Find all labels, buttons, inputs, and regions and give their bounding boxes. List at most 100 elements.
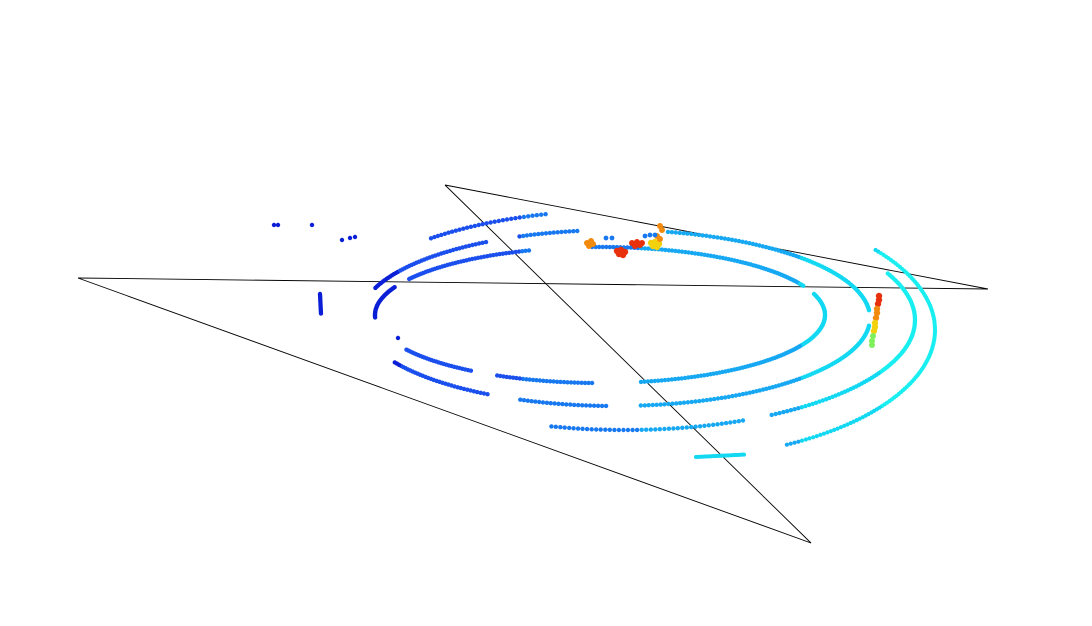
scan-point xyxy=(612,427,617,433)
object-point xyxy=(609,235,615,241)
scan-point xyxy=(757,243,762,248)
scan-point xyxy=(604,244,609,250)
scan-point xyxy=(769,412,774,418)
scan-point xyxy=(435,233,440,239)
ring-4 xyxy=(784,247,938,447)
scan-point xyxy=(589,427,594,432)
scan-point xyxy=(736,238,742,244)
scan-point xyxy=(352,234,358,240)
scan-point xyxy=(845,422,850,427)
scan-point xyxy=(475,389,480,395)
object-point xyxy=(632,243,638,249)
scan-point xyxy=(513,249,518,255)
scan-point xyxy=(666,377,671,382)
pole-red xyxy=(874,292,883,308)
scan-point xyxy=(677,230,682,236)
scan-point xyxy=(646,403,651,408)
scan-point xyxy=(463,244,468,249)
object-a xyxy=(584,238,596,249)
scan-point xyxy=(732,419,737,424)
scan-point xyxy=(722,236,727,241)
scan-point xyxy=(500,218,506,223)
scan-point xyxy=(558,379,563,385)
scan-point xyxy=(465,387,470,392)
scan-point xyxy=(653,427,658,432)
scan-point xyxy=(513,216,518,221)
scan-point xyxy=(675,426,680,431)
object-point xyxy=(869,342,875,348)
scan-point xyxy=(753,242,759,247)
scan-point xyxy=(684,425,689,430)
scan-point xyxy=(686,375,691,380)
ring-1 xyxy=(372,244,828,386)
object-point xyxy=(647,232,653,238)
scan-point xyxy=(799,405,805,410)
scan-point xyxy=(562,425,567,430)
scan-point xyxy=(547,230,553,236)
scan-point xyxy=(638,379,644,385)
scan-point xyxy=(706,423,711,428)
scan-point xyxy=(428,236,434,241)
scan-point xyxy=(700,398,706,403)
scan-point xyxy=(537,378,543,383)
scan-point xyxy=(673,230,678,235)
scan-point xyxy=(516,249,522,254)
object-point xyxy=(870,327,878,335)
scan-point xyxy=(729,237,735,242)
scan-point xyxy=(754,389,759,394)
scan-point xyxy=(480,222,485,227)
scan-point xyxy=(650,402,655,408)
scan-point xyxy=(711,422,716,427)
object-point xyxy=(872,314,880,322)
scan-point xyxy=(657,427,662,432)
scan-point xyxy=(750,241,755,247)
scan-point xyxy=(733,238,738,243)
scan-point xyxy=(666,426,672,431)
scan-point xyxy=(521,398,527,403)
scan-point xyxy=(527,377,532,382)
scan-point xyxy=(634,427,640,433)
scan-point xyxy=(553,424,558,429)
scan-point xyxy=(683,249,688,255)
scan-point xyxy=(696,232,702,238)
scan-point xyxy=(543,231,549,236)
scan-point xyxy=(507,250,512,255)
scan-point xyxy=(539,231,545,236)
scan-point xyxy=(685,400,691,405)
scan-point xyxy=(669,248,675,253)
scan-point xyxy=(492,219,497,224)
scan-point xyxy=(549,424,554,429)
scan-point xyxy=(594,427,599,432)
scan-point xyxy=(866,308,872,313)
scan-point xyxy=(821,431,827,436)
object-d xyxy=(647,238,663,251)
scan-point xyxy=(757,388,762,393)
scan-point xyxy=(567,229,572,234)
scan-point xyxy=(676,249,681,254)
scan-point xyxy=(663,247,668,253)
detected-object-points xyxy=(584,223,883,348)
object-point xyxy=(653,243,661,251)
scan-point xyxy=(659,247,665,252)
scan-point xyxy=(652,378,657,384)
scan-point xyxy=(785,409,790,414)
scan-point xyxy=(711,234,716,240)
scan-point xyxy=(395,335,401,341)
scan-point xyxy=(525,398,530,403)
scan-point xyxy=(680,425,685,430)
scan-point xyxy=(642,379,647,384)
scan-point xyxy=(823,397,829,402)
scan-point xyxy=(648,427,653,432)
scan-point xyxy=(803,403,808,409)
scan-point xyxy=(692,251,698,256)
scan-point xyxy=(642,246,648,251)
scan-point xyxy=(838,425,844,430)
scan-point xyxy=(842,423,847,428)
scan-point xyxy=(541,378,546,383)
scan-point xyxy=(548,401,553,406)
scan-point xyxy=(564,402,569,407)
scan-point xyxy=(478,390,483,395)
scan-point xyxy=(318,311,324,316)
scan-point xyxy=(473,242,478,247)
